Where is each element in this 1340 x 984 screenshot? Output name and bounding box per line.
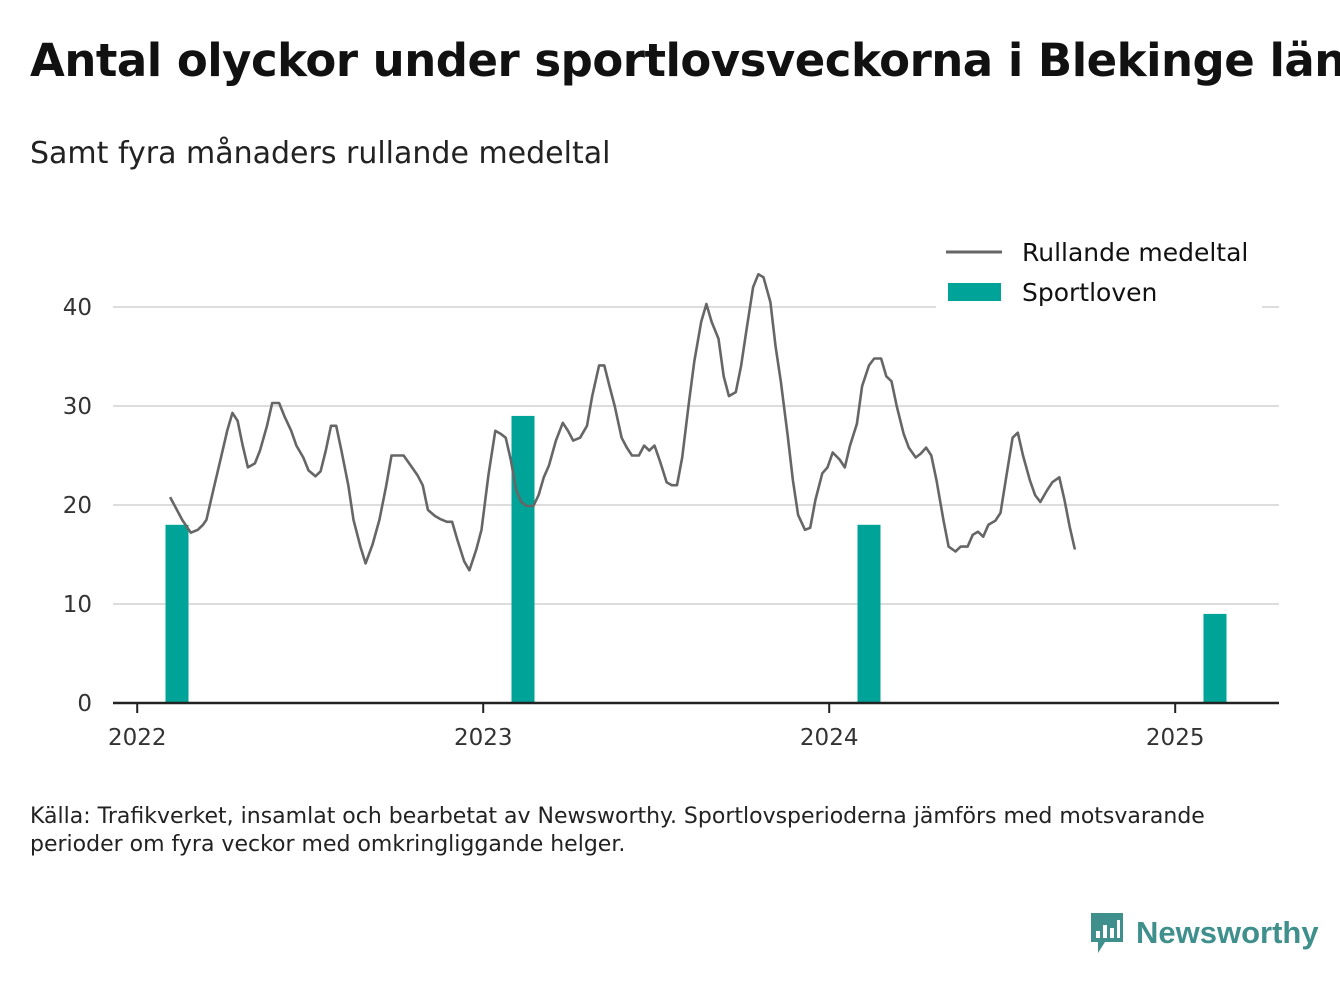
gridlines: 0 10 20 30 40: [63, 295, 1279, 717]
x-axis: 2022 2023 2024 2025: [108, 701, 1279, 751]
y-tick-label: 0: [77, 691, 92, 717]
brand-logo: Newsworthy: [1088, 910, 1319, 956]
chart-subtitle: Samt fyra månaders rullande medeltal: [30, 136, 611, 171]
source-note: Källa: Trafikverket, insamlat och bearbe…: [30, 804, 1205, 857]
x-tick-label: 2024: [800, 725, 859, 751]
chart-title: Antal olyckor under sportlovsveckorna i …: [30, 34, 1340, 87]
bar-series: [165, 415, 1227, 703]
legend-label-line: Rullande medeltal: [1022, 238, 1248, 267]
y-tick-label: 30: [63, 394, 92, 420]
y-tick-label: 10: [63, 592, 92, 618]
legend-bar-swatch: [948, 283, 1001, 301]
x-tick-label: 2023: [454, 725, 513, 751]
chart-area: 0 10 20 30 40 2022 2023 2024 2025 Rullande mede…: [62, 228, 1279, 751]
bar-sportloven: [165, 524, 189, 703]
newsworthy-logo-icon: [1091, 913, 1123, 953]
line-rullande-medeltal: [168, 273, 1077, 572]
legend-label-bar: Sportloven: [1022, 278, 1157, 307]
brand-name: Newsworthy: [1136, 915, 1319, 950]
y-tick-label: 40: [63, 295, 92, 321]
x-tick-label: 2022: [108, 725, 167, 751]
bar-sportloven: [1203, 613, 1227, 703]
bar-sportloven: [857, 524, 881, 703]
y-tick-label: 20: [63, 493, 92, 519]
bar-sportloven: [511, 415, 535, 703]
line-series: [168, 273, 1077, 572]
legend: Rullande medeltal Sportloven: [936, 228, 1262, 312]
x-tick-label: 2025: [1146, 725, 1205, 751]
